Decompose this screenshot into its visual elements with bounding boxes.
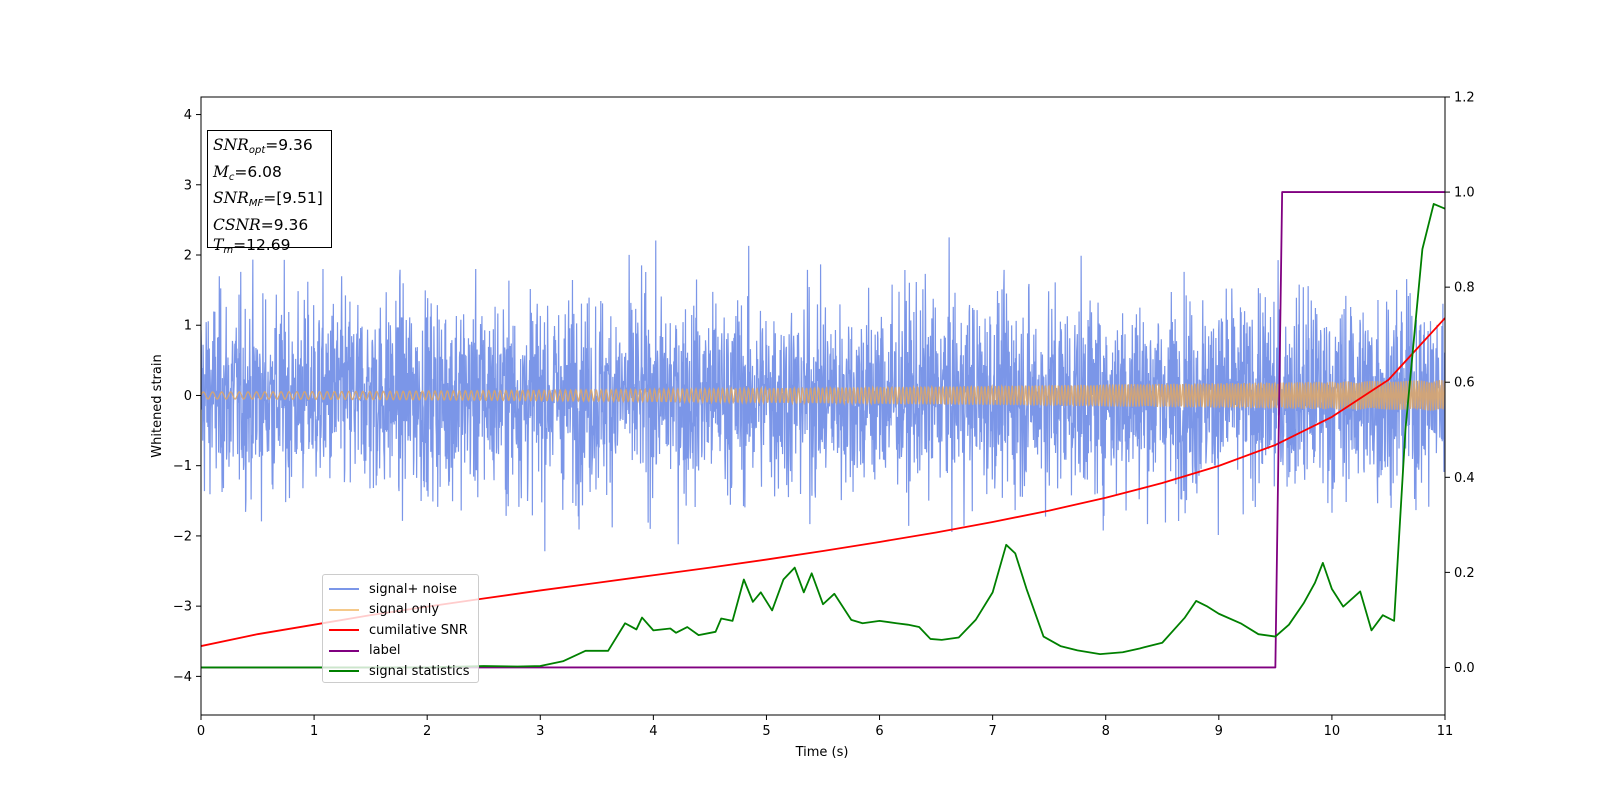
legend: signal+ noise signal only cumilative SNR…	[322, 574, 479, 683]
info-box: SNRopt=9.36 Mc=6.08 SNRMF=[9.51] CSNR=9.…	[207, 130, 332, 256]
legend-swatch-signal-noise	[329, 588, 359, 591]
x-tick-label: 1	[310, 724, 318, 739]
x-axis: 0 1 2 3 4 5 6 7 8 9 10 11	[197, 715, 1453, 739]
snr-opt-value: =9.36	[265, 136, 313, 154]
legend-item-signal-noise: signal+ noise	[329, 579, 478, 600]
y-tick-label-right: 0.0	[1454, 661, 1475, 676]
csnr-line: CSNR=9.36	[213, 215, 309, 234]
legend-swatch-cumulative-snr	[329, 629, 359, 632]
y-tick-label-left: 3	[184, 178, 192, 193]
legend-label-signal-noise: signal+ noise	[369, 581, 458, 597]
x-tick-label: 8	[1102, 724, 1110, 739]
snr-mf-line: SNRMF=[9.51]	[213, 189, 323, 209]
y-tick-label-left: 4	[184, 108, 192, 123]
snr-opt-line: SNRopt=9.36	[213, 136, 313, 156]
y-axis-left: −4 −3 −2 −1 0 1 2 3 4	[173, 108, 201, 685]
legend-label-signal-statistics: signal statistics	[369, 663, 470, 679]
series-signal-statistics	[201, 203, 1445, 669]
legend-label-cumulative-snr: cumilative SNR	[369, 622, 468, 638]
y-tick-label-left: −1	[173, 459, 192, 474]
legend-label-label: label	[369, 643, 401, 659]
x-tick-label: 2	[423, 724, 431, 739]
legend-swatch-signal-only	[329, 608, 359, 611]
legend-item-signal-statistics: signal statistics	[329, 661, 478, 682]
y-tick-label-left: 1	[184, 319, 192, 334]
x-tick-label: 10	[1324, 724, 1341, 739]
legend-label-signal-only: signal only	[369, 602, 440, 618]
x-tick-label: 5	[762, 724, 770, 739]
y-tick-label-left: 2	[184, 249, 192, 264]
legend-swatch-signal-statistics	[329, 670, 359, 673]
tm-value: =12.69	[233, 236, 291, 254]
tm-line: Tm=12.69	[213, 236, 291, 256]
x-tick-label: 9	[1215, 724, 1223, 739]
y-tick-label-left: −2	[173, 529, 192, 544]
y-tick-label-right: 1.0	[1454, 186, 1475, 201]
y-axis-right: 0.0 0.2 0.4 0.6 0.8 1.0 1.2	[1445, 91, 1475, 676]
y-tick-label-right: 0.8	[1454, 281, 1475, 296]
y-tick-label-right: 0.6	[1454, 376, 1475, 391]
mc-value: =6.08	[234, 162, 282, 181]
x-tick-label: 11	[1437, 724, 1454, 739]
legend-item-signal-only: signal only	[329, 600, 478, 621]
series-signal-noise	[201, 237, 1445, 552]
csnr-value: =9.36	[260, 215, 309, 234]
legend-item-cumulative-snr: cumilative SNR	[329, 620, 478, 641]
x-tick-label: 7	[988, 724, 996, 739]
y-tick-label-right: 0.4	[1454, 471, 1475, 486]
snr-mf-value: =[9.51]	[263, 189, 323, 207]
legend-item-label: label	[329, 641, 478, 662]
x-tick-label: 4	[649, 724, 657, 739]
y-tick-label-left: 0	[184, 389, 192, 404]
plot-frame	[200, 96, 1446, 716]
y-tick-label-left: −4	[173, 670, 192, 685]
series-label	[201, 191, 1445, 669]
x-tick-label: 6	[875, 724, 883, 739]
x-tick-label: 3	[536, 724, 544, 739]
x-tick-label: 0	[197, 724, 205, 739]
y-tick-label-right: 0.2	[1454, 566, 1475, 581]
x-axis-label: Time (s)	[795, 745, 849, 760]
legend-swatch-label	[329, 649, 359, 652]
y-axis-label: Whitened strain	[150, 354, 165, 457]
series-signal-only	[201, 380, 1445, 411]
mc-line: Mc=6.08	[213, 162, 282, 183]
y-tick-label-right: 1.2	[1454, 91, 1475, 106]
y-tick-label-left: −3	[173, 600, 192, 615]
